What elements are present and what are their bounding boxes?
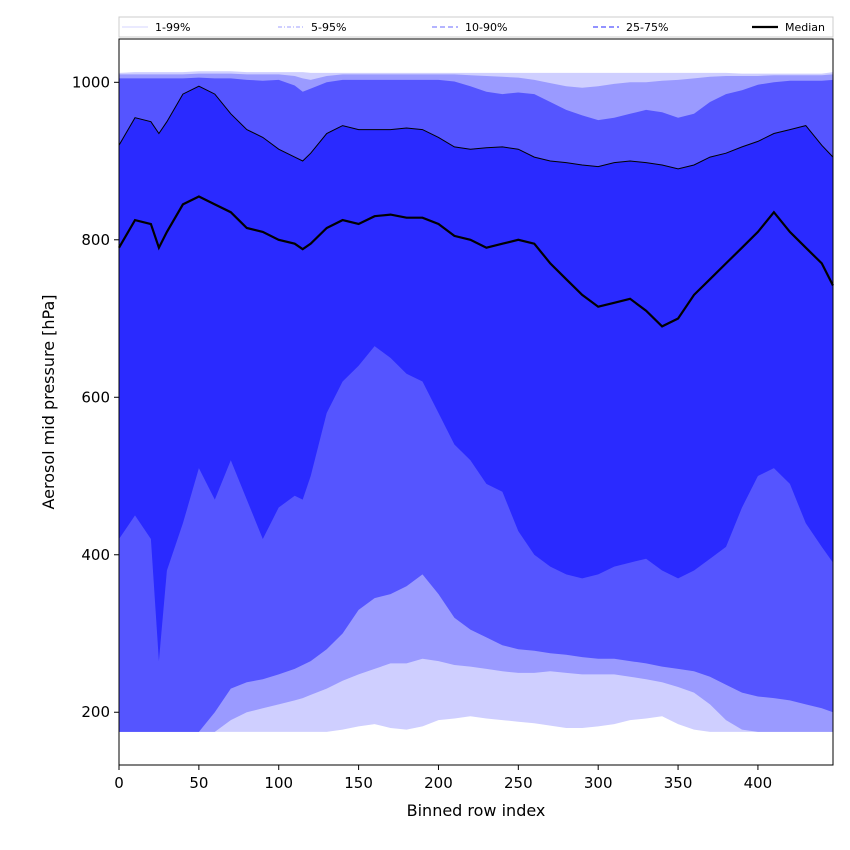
x-tick-label: 0 (114, 774, 124, 792)
legend: 1-99% 5-95% 10-90% 25-75% Median (118, 16, 834, 38)
legend-box (118, 16, 834, 38)
y-tick-label: 400 (81, 546, 110, 564)
legend-items: 1-99% 5-95% 10-90% 25-75% Median (122, 21, 825, 34)
x-tick-label: 350 (664, 774, 693, 792)
y-axis: 200 400 600 800 1000 (72, 73, 119, 721)
band-upper-edge (118, 85, 834, 170)
median-layer (118, 195, 834, 328)
x-axis-label: Binned row index (407, 801, 546, 820)
median-line (118, 195, 834, 328)
y-tick-label: 800 (81, 231, 110, 249)
band-25-75pct (119, 86, 833, 662)
x-tick-label: 150 (344, 774, 373, 792)
bands-layer (118, 71, 834, 732)
legend-label: 25-75% (626, 21, 668, 34)
legend-label: 10-90% (465, 21, 507, 34)
y-tick-label: 1000 (72, 73, 110, 91)
y-tick-label: 600 (81, 388, 110, 406)
x-tick-label: 50 (189, 774, 208, 792)
legend-label: 1-99% (155, 21, 190, 34)
legend-label: 5-95% (311, 21, 346, 34)
y-axis-label: Aerosol mid pressure [hPa] (39, 294, 58, 509)
plot-frame (118, 38, 834, 766)
x-axis: 0 50 100 150 200 250 300 350 400 (114, 765, 772, 792)
y-tick-label: 200 (81, 703, 110, 721)
x-tick-label: 400 (744, 774, 773, 792)
x-tick-label: 300 (584, 774, 613, 792)
legend-label: Median (785, 21, 825, 34)
x-tick-label: 100 (264, 774, 293, 792)
x-tick-label: 250 (504, 774, 533, 792)
x-tick-label: 200 (424, 774, 453, 792)
